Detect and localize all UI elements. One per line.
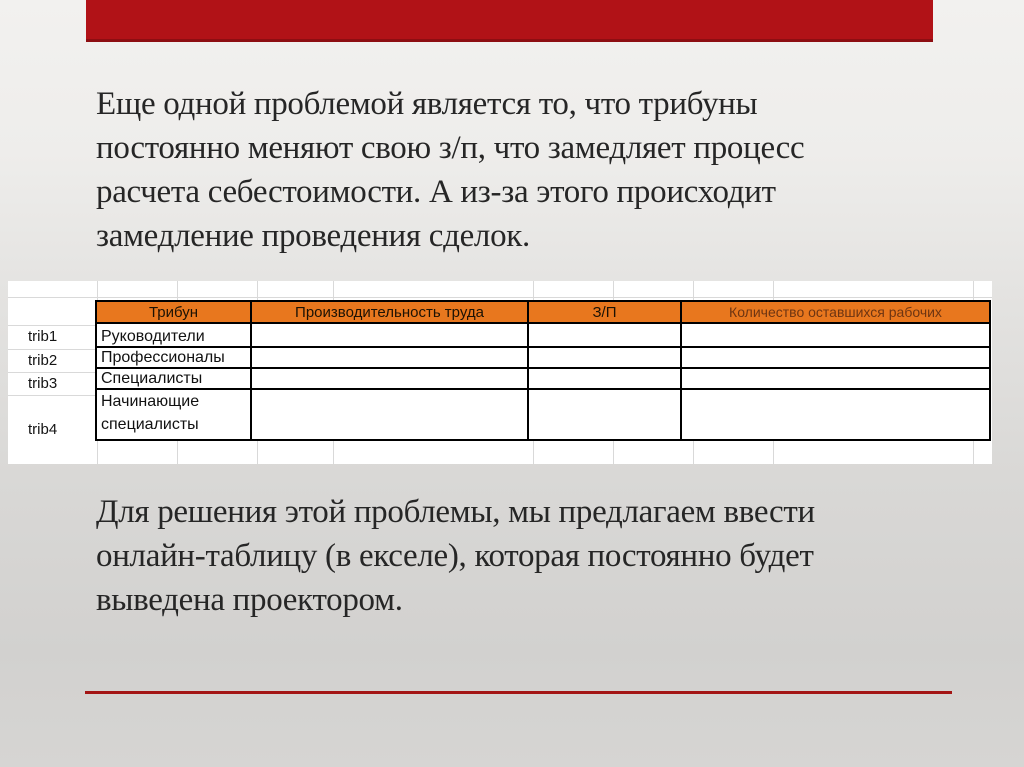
row-label: trib3 xyxy=(28,375,58,392)
excel-gridline xyxy=(8,297,992,298)
paragraph-line: Для решения этой проблемы, мы предлагаем… xyxy=(96,494,815,530)
paragraph-line: расчета себестоимости. А из-за этого про… xyxy=(96,174,776,210)
solution-paragraph: Для решения этой проблемы, мы предлагаем… xyxy=(96,490,896,622)
empty-cell xyxy=(527,346,682,369)
empty-cell xyxy=(680,346,991,369)
header-cell-remaining-workers: Количество оставшихся рабочих xyxy=(680,300,991,324)
excel-gridline xyxy=(8,325,95,326)
table-row: Профессионалы xyxy=(95,346,991,369)
empty-cell xyxy=(250,322,529,348)
excel-gridline xyxy=(8,372,95,373)
table-row: Руководители xyxy=(95,322,991,348)
empty-cell xyxy=(680,367,991,390)
empty-cell xyxy=(527,322,682,348)
top-accent-bar xyxy=(86,0,933,42)
empty-cell xyxy=(527,388,682,441)
table-header-row: Трибун Производительность труда З/П Коли… xyxy=(95,300,991,324)
empty-cell xyxy=(250,346,529,369)
empty-cell xyxy=(680,388,991,441)
paragraph-line: онлайн-таблицу (в екселе), которая посто… xyxy=(96,538,814,574)
paragraph-line: замедление проведения сделок. xyxy=(96,218,530,254)
paragraph-line: постоянно меняют свою з/п, что замедляет… xyxy=(96,130,805,166)
row-name-cell: Профессионалы xyxy=(95,346,252,369)
bottom-divider-line xyxy=(85,691,952,694)
row-name-cell: Специалисты xyxy=(95,367,252,390)
row-name-cell: Руководители xyxy=(95,322,252,348)
row-label: trib2 xyxy=(28,352,58,369)
row-label: trib4 xyxy=(28,421,58,438)
header-cell-productivity: Производительность труда xyxy=(250,300,529,324)
problem-paragraph: Еще одной проблемой является то, что три… xyxy=(96,82,896,258)
row-name-cell: Начинающие специалисты xyxy=(95,388,252,441)
salary-table: Трибун Производительность труда З/П Коли… xyxy=(95,300,991,441)
excel-table-panel: trib1 trib2 trib3 trib4 Трибун Производи… xyxy=(8,281,992,464)
excel-gridline xyxy=(8,395,95,396)
table-row: Специалисты xyxy=(95,367,991,390)
header-cell-tribune: Трибун xyxy=(95,300,252,324)
empty-cell xyxy=(527,367,682,390)
empty-cell xyxy=(250,388,529,441)
empty-cell xyxy=(680,322,991,348)
table-row: Начинающие специалисты xyxy=(95,388,991,441)
row-label: trib1 xyxy=(28,328,58,345)
paragraph-line: выведена проектором. xyxy=(96,582,403,618)
header-cell-salary: З/П xyxy=(527,300,682,324)
empty-cell xyxy=(250,367,529,390)
paragraph-line: Еще одной проблемой является то, что три… xyxy=(96,86,758,122)
excel-gridline xyxy=(8,349,95,350)
